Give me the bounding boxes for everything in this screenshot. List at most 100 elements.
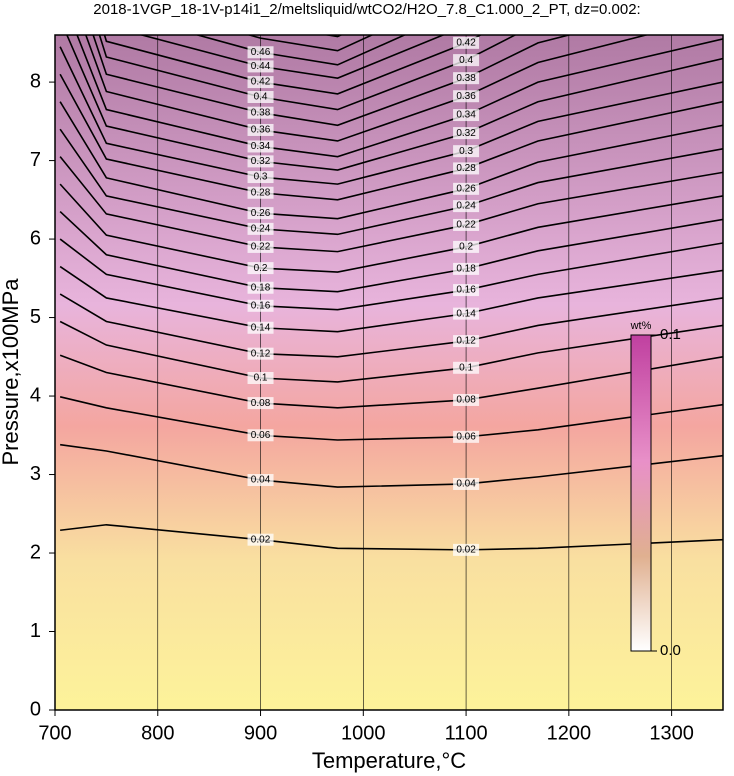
contour-label: 0.02 xyxy=(456,545,476,556)
contour-line xyxy=(59,265,723,333)
contour-label: 0.38 xyxy=(456,73,476,84)
y-tick-label: 2 xyxy=(30,541,41,563)
x-tick-label: 1300 xyxy=(649,722,694,744)
contour-label: 0.34 xyxy=(251,141,271,152)
contour-label: 0.44 xyxy=(251,61,271,72)
contour-line xyxy=(59,73,723,201)
contour-label-bg xyxy=(453,54,480,67)
contour-label-bg xyxy=(453,218,480,231)
contour-line xyxy=(59,396,723,441)
contour-label: 0.4 xyxy=(254,92,268,103)
contour-label-bg xyxy=(247,299,274,312)
contour-label-bg xyxy=(453,240,480,253)
contour-line xyxy=(59,183,723,273)
contour-label-bg xyxy=(453,477,480,490)
contour-label: 0.1 xyxy=(254,373,268,384)
contour-label-bg xyxy=(247,321,274,334)
contour-label: 0.42 xyxy=(251,77,271,88)
colorbar-label: wt% xyxy=(630,320,652,332)
contour-line xyxy=(60,523,723,551)
contour-label-bg xyxy=(453,543,480,556)
contour-label-bg xyxy=(453,361,480,374)
contour-label-bg xyxy=(247,207,274,220)
contour-label-bg xyxy=(247,91,274,104)
contour-label-bg xyxy=(247,429,274,442)
contour-line xyxy=(59,293,723,358)
x-tick-label: 1000 xyxy=(341,722,386,744)
x-tick-label: 700 xyxy=(38,722,71,744)
contour-label-bg xyxy=(247,397,274,410)
contour-label-bg xyxy=(453,162,480,175)
contour-line xyxy=(59,354,723,409)
contour-label-bg xyxy=(453,145,480,158)
contour-label-bg xyxy=(247,46,274,59)
contour-label-bg xyxy=(247,140,274,153)
contour-label-bg xyxy=(247,76,274,89)
contour-label: 0.04 xyxy=(251,475,271,486)
contour-label: 0.18 xyxy=(251,282,271,293)
colorbar-tick-label: 0.0 xyxy=(660,642,681,659)
x-tick-label: 1200 xyxy=(547,722,592,744)
contour-label-bg xyxy=(453,430,480,443)
contour-label: 0.06 xyxy=(251,430,271,441)
contour-label: 0.32 xyxy=(251,156,271,167)
contour-label: 0.46 xyxy=(251,47,271,58)
contour-label: 0.4 xyxy=(459,55,473,66)
x-tick-label: 1100 xyxy=(445,722,488,744)
contour-label: 0.08 xyxy=(456,395,476,406)
contour-label-bg xyxy=(453,109,480,122)
contour-label: 0.2 xyxy=(459,242,473,253)
contour-label-bg xyxy=(453,335,480,348)
y-tick-label: 5 xyxy=(30,306,41,328)
contour-line xyxy=(60,443,723,488)
contour-label-bg xyxy=(453,36,480,49)
contour-label: 0.32 xyxy=(456,128,476,139)
contour-label-bg xyxy=(247,106,274,119)
contour-label: 0.3 xyxy=(254,172,268,183)
plot-frame xyxy=(54,34,724,711)
colorbar-tick-label: 0.1 xyxy=(660,326,681,343)
contour-label: 0.24 xyxy=(251,224,271,235)
contour-label-bg xyxy=(247,371,274,384)
contour-line xyxy=(59,46,723,185)
contour-label: 0.26 xyxy=(456,183,476,194)
colorbar xyxy=(630,334,652,652)
contour-label: 0.36 xyxy=(456,91,476,102)
plot-background xyxy=(55,35,723,710)
contour-label: 0.06 xyxy=(456,432,476,443)
contour-label: 0.26 xyxy=(251,208,271,219)
contour-label: 0.42 xyxy=(456,37,476,48)
contour-label: 0.22 xyxy=(251,242,271,253)
contour-label: 0.28 xyxy=(456,163,476,174)
contour-label-bg xyxy=(247,222,274,235)
chart-title: 2018-1VGP_18-1V-p14i1_2/meltsliquid/wtCO… xyxy=(93,1,640,18)
y-tick-label: 0 xyxy=(30,698,41,720)
contour-line xyxy=(246,35,374,52)
contour-line xyxy=(59,156,723,253)
contour-label-bg xyxy=(453,127,480,140)
contour-line xyxy=(66,35,723,171)
contour-label-bg xyxy=(453,182,480,195)
x-tick-label: 800 xyxy=(141,722,174,744)
contour-label: 0.34 xyxy=(456,110,476,121)
contour-label: 0.22 xyxy=(456,220,476,231)
contour-label: 0.1 xyxy=(459,362,473,373)
contour-label: 0.18 xyxy=(456,264,476,275)
contour-label-bg xyxy=(247,186,274,199)
contour-label-bg xyxy=(247,533,274,546)
contour-label: 0.36 xyxy=(251,125,271,136)
contour-label: 0.14 xyxy=(456,308,476,319)
contour-line xyxy=(138,35,446,79)
y-tick-label: 7 xyxy=(30,149,41,171)
contour-line xyxy=(59,101,723,220)
contour-label-bg xyxy=(453,393,480,406)
y-axis-label: Pressure,x100MPa xyxy=(0,278,23,466)
contour-label-bg xyxy=(247,171,274,184)
contour-line xyxy=(103,35,483,95)
contour-label: 0.02 xyxy=(251,534,271,545)
contour-label-bg xyxy=(453,284,480,297)
contour-line xyxy=(76,35,723,158)
contour-label-bg xyxy=(247,347,274,360)
y-tick-label: 6 xyxy=(30,227,41,249)
contour-label: 0.2 xyxy=(254,263,268,274)
